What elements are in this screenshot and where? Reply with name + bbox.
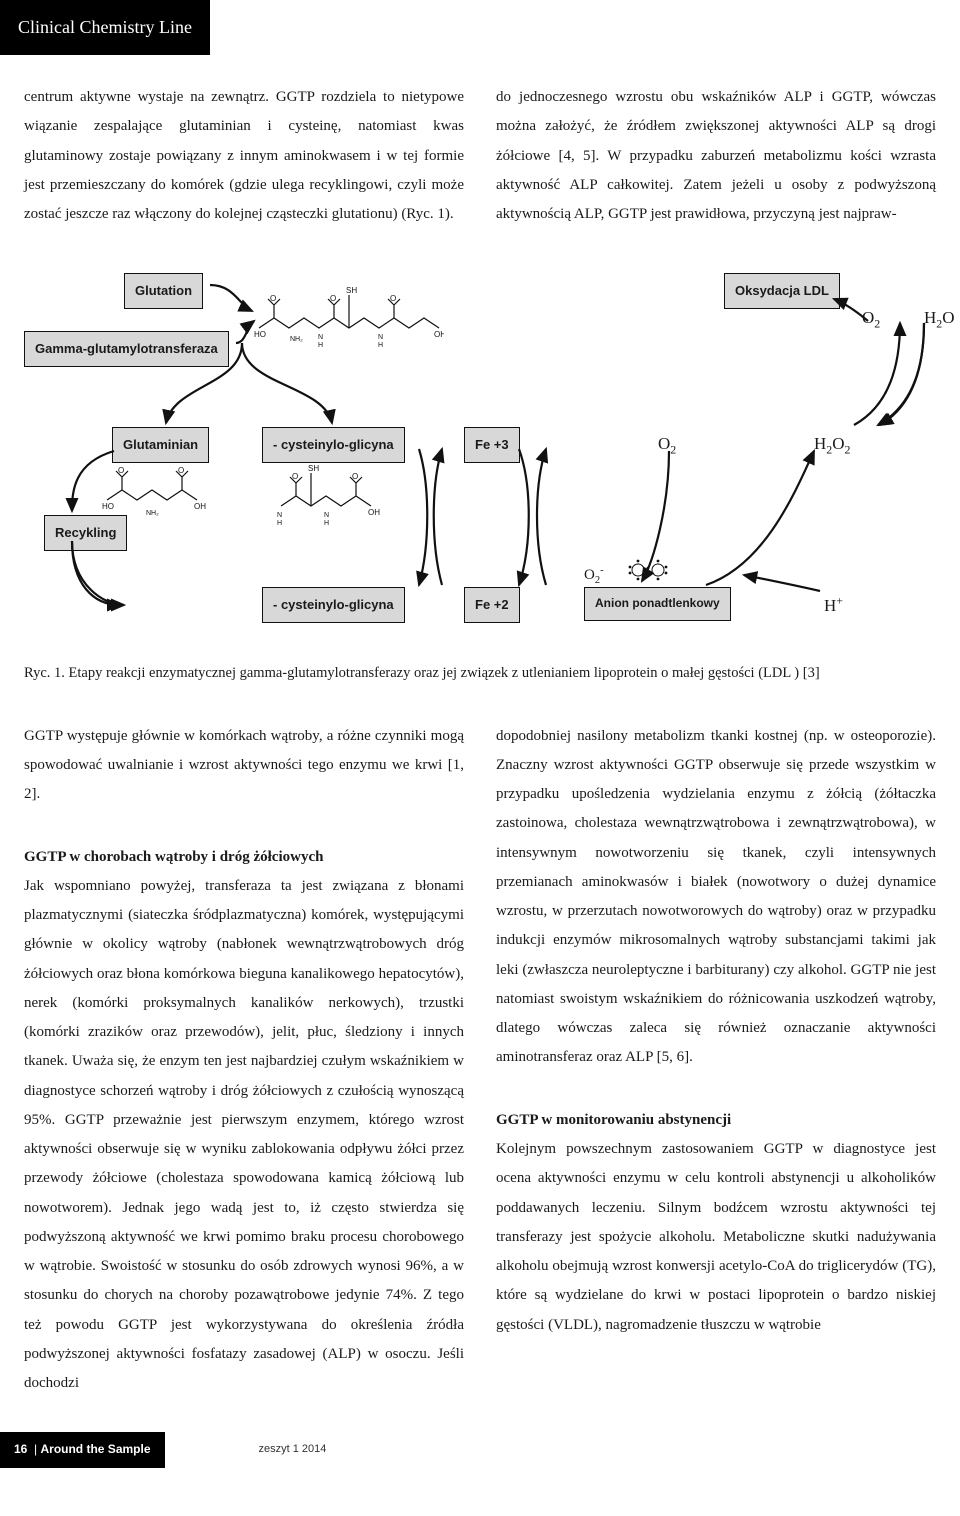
svg-text:OH: OH [194, 502, 206, 511]
top-col-right: do jednoczesnego wzrostu obu wskaźników … [496, 83, 936, 229]
svg-text:O: O [352, 472, 358, 481]
bottom-col-right: dopodobniej nasilony metabolizm tkanki k… [496, 722, 936, 1399]
label-o2-top: O2 [862, 301, 880, 336]
box-glutaminian: Glutaminian [112, 427, 209, 462]
page-content: centrum aktywne wystaje na zewnątrz. GGT… [0, 83, 960, 1398]
box-fe2: Fe +2 [464, 587, 520, 622]
svg-text:OH: OH [434, 330, 444, 339]
svg-text:NH₂: NH₂ [146, 510, 159, 517]
box-ggt: Gamma-glutamylotransferaza [24, 331, 229, 366]
mol-glutamate: HO OH NH₂ O O [102, 465, 222, 525]
label-o2minus: O2- [584, 561, 604, 591]
box-fe3: Fe +3 [464, 427, 520, 462]
box-cysgly-1: - cysteinylo-glicyna [262, 427, 405, 462]
page-footer: 16 | Around the Sample zeszyt 1 2014 [0, 1432, 960, 1467]
svg-text:SH: SH [308, 464, 319, 473]
figure-1: Glutation Gamma-glutamylotransferaza Glu… [24, 265, 936, 687]
footer-badge: 16 | Around the Sample [0, 1432, 165, 1467]
figure-caption: Ryc. 1. Etapy reakcji enzymatycznej gamm… [24, 659, 936, 687]
svg-text:HO: HO [254, 330, 266, 339]
mol-glutathione: HO OH NH₂ SH N H N H O O O [254, 283, 444, 353]
para-left-1: GGTP występuje głównie w komórkach wątro… [24, 722, 464, 810]
svg-text:H: H [318, 342, 323, 349]
publication-name: Around the Sample [40, 1442, 150, 1456]
svg-text:N: N [324, 512, 329, 519]
label-h2o: H2O [924, 301, 955, 336]
svg-text:O: O [330, 294, 336, 303]
lewis-superoxide [620, 557, 680, 583]
reaction-diagram: Glutation Gamma-glutamylotransferaza Glu… [24, 265, 936, 645]
svg-text:HO: HO [102, 502, 114, 511]
box-cysgly-2: - cysteinylo-glicyna [262, 587, 405, 622]
heading-left-1: GGTP w chorobach wątroby i dróg żółciowy… [24, 843, 464, 872]
svg-text:O: O [390, 294, 396, 303]
heading-right-1: GGTP w monitorowaniu abstynencji [496, 1106, 936, 1135]
box-anion: Anion ponadtlenkowy [584, 587, 731, 620]
bottom-columns: GGTP występuje głównie w komórkach wątro… [24, 722, 936, 1399]
svg-text:O: O [178, 466, 184, 475]
para-right-2: Kolejnym powszechnym zastosowaniem GGTP … [496, 1135, 936, 1340]
svg-text:N: N [318, 334, 323, 341]
svg-text:N: N [378, 334, 383, 341]
svg-text:O: O [270, 294, 276, 303]
page-number: 16 [14, 1442, 27, 1456]
para-left-2: Jak wspomniano powyżej, transferaza ta j… [24, 872, 464, 1399]
svg-text:N: N [277, 512, 282, 519]
label-h2o2: H2O2 [814, 427, 850, 462]
header-badge: Clinical Chemistry Line [0, 0, 210, 55]
mol-cysgly: N H OH SH N H O O [276, 461, 406, 531]
svg-text:H: H [378, 342, 383, 349]
svg-text:NH₂: NH₂ [290, 336, 303, 343]
bottom-col-left: GGTP występuje głównie w komórkach wątro… [24, 722, 464, 1399]
box-oksydacja: Oksydacja LDL [724, 273, 840, 308]
top-col-left: centrum aktywne wystaje na zewnątrz. GGT… [24, 83, 464, 229]
label-o2-mid: O2 [658, 427, 676, 462]
svg-text:SH: SH [346, 286, 357, 295]
top-columns: centrum aktywne wystaje na zewnątrz. GGT… [24, 83, 936, 229]
issue-label: zeszyt 1 2014 [259, 1439, 327, 1460]
para-right-1: dopodobniej nasilony metabolizm tkanki k… [496, 722, 936, 1073]
box-glutation: Glutation [124, 273, 203, 308]
label-hplus: H+ [824, 589, 843, 622]
svg-text:OH: OH [368, 508, 380, 517]
svg-text:H: H [324, 520, 329, 527]
svg-text:O: O [118, 466, 124, 475]
svg-text:H: H [277, 520, 282, 527]
svg-text:O: O [292, 472, 298, 481]
